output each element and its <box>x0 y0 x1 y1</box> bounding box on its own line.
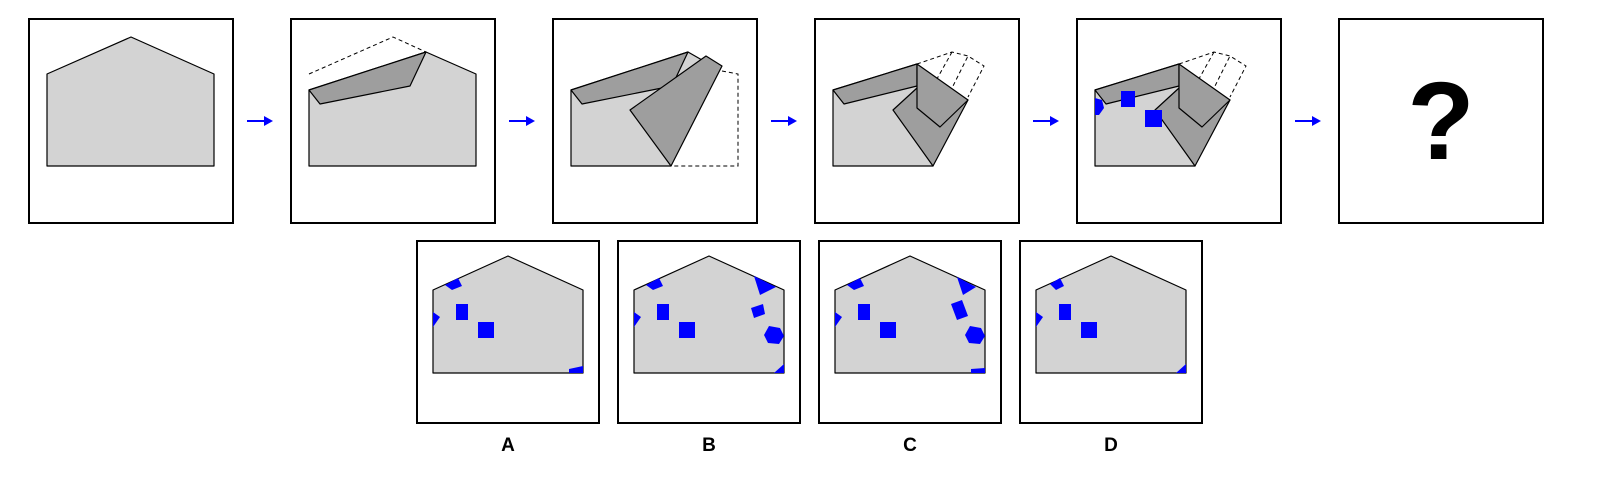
fold-outline <box>671 70 739 167</box>
punch-hole <box>433 312 440 327</box>
option-b[interactable]: B <box>617 240 801 456</box>
option-a[interactable]: A <box>416 240 600 456</box>
option-label: D <box>1104 435 1118 456</box>
folded-flap <box>629 55 723 167</box>
question-mark: ? <box>1407 60 1474 183</box>
punch-hole <box>1145 110 1162 127</box>
option-label: A <box>501 435 515 456</box>
arrow-icon <box>509 116 535 126</box>
punch-hole <box>1095 98 1104 115</box>
punch-hole <box>634 312 641 327</box>
fold-outline <box>308 36 427 75</box>
folded-flap <box>1178 63 1231 128</box>
paper-shape <box>633 255 785 374</box>
punch-hole <box>847 278 864 290</box>
step-panel-6: ? <box>1338 18 1544 224</box>
punch-hole <box>679 322 695 338</box>
option-d[interactable]: D <box>1019 240 1203 456</box>
punch-hole <box>1176 364 1186 373</box>
arrow-icon <box>247 116 273 126</box>
arrow-icon <box>1295 116 1321 126</box>
folded-flap <box>308 51 427 105</box>
punch-hole <box>569 366 583 373</box>
punch-hole <box>754 276 776 295</box>
punch-hole <box>445 278 462 290</box>
step-panel-2 <box>290 18 496 224</box>
punch-hole <box>971 368 985 373</box>
fold-outline <box>1178 51 1247 98</box>
punch-hole <box>951 300 968 320</box>
paper-shape <box>1035 255 1187 374</box>
punch-hole <box>835 312 842 327</box>
paper-shape <box>834 255 986 374</box>
step-panel-3 <box>552 18 758 224</box>
paper-shape <box>46 36 215 167</box>
punch-hole <box>1081 322 1097 338</box>
punch-hole <box>858 304 870 320</box>
punch-hole <box>1036 312 1043 327</box>
option-label: B <box>702 435 716 456</box>
option-label: C <box>903 435 917 456</box>
punch-hole <box>965 326 985 344</box>
fold-outline <box>916 51 985 98</box>
arrow-icon <box>771 116 797 126</box>
punch-hole <box>957 277 976 295</box>
folded-flap <box>916 63 969 128</box>
arrow-icon <box>1033 116 1059 126</box>
step-panel-5 <box>1076 18 1282 224</box>
step-panel-4 <box>814 18 1020 224</box>
punch-hole <box>751 304 765 318</box>
option-c[interactable]: C <box>818 240 1002 456</box>
punch-hole <box>478 322 494 338</box>
punch-hole <box>764 326 784 344</box>
punch-hole <box>646 278 663 290</box>
punch-hole <box>657 304 669 320</box>
punch-hole <box>1059 304 1071 320</box>
paper-shape <box>432 255 584 374</box>
punch-hole <box>456 304 468 320</box>
punch-hole <box>880 322 896 338</box>
panel-frame <box>1338 18 1544 224</box>
punch-hole <box>774 364 784 373</box>
punch-hole <box>1050 278 1064 290</box>
punch-hole <box>1121 91 1135 107</box>
step-panel-1 <box>28 18 234 224</box>
